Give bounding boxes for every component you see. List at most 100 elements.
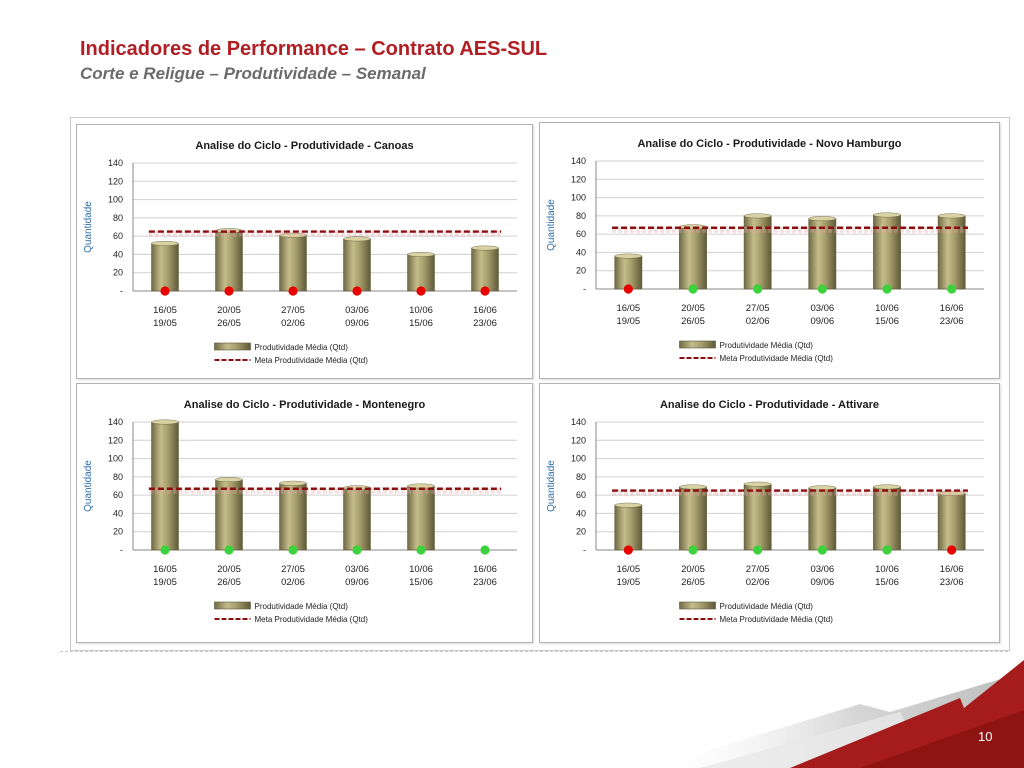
x-tick-label: 09/06: [345, 577, 369, 588]
y-tick-label: -: [583, 545, 586, 555]
x-tick-label: 03/06: [345, 305, 369, 316]
bar-cap: [873, 484, 901, 490]
y-tick-label: 40: [113, 249, 123, 259]
y-tick-label: -: [120, 286, 123, 296]
bar: [215, 230, 243, 292]
legend-label: Produtividade Média (Qtd): [720, 341, 814, 350]
status-dot-ok: [352, 545, 362, 555]
x-tick-label: 10/06: [875, 564, 899, 575]
chart-novo-hamburgo: Analise do Ciclo - Produtividade - Novo …: [539, 122, 1000, 379]
bar: [343, 238, 371, 292]
bar-cap: [151, 419, 179, 425]
legend-swatch-bar: [679, 340, 716, 349]
bar-cap: [873, 212, 901, 218]
bar-cap: [614, 502, 643, 508]
chart-title: Analise do Ciclo - Produtividade - Novo …: [637, 138, 901, 150]
x-tick-label: 16/06: [940, 303, 964, 314]
x-tick-label: 23/06: [940, 316, 964, 327]
status-dot-bad: [416, 286, 426, 296]
page-number: 10: [978, 729, 993, 744]
status-dot-ok: [160, 545, 170, 555]
x-tick-label: 02/06: [746, 316, 770, 327]
bar: [279, 482, 307, 551]
chart-svg: Analise do Ciclo - Produtividade - Attiv…: [546, 399, 984, 624]
x-tick-label: 23/06: [473, 577, 497, 588]
chart-title: Analise do Ciclo - Produtividade - Attiv…: [660, 399, 879, 411]
x-tick-label: 16/06: [940, 564, 964, 575]
x-tick-label: 09/06: [810, 577, 834, 588]
bar: [151, 421, 179, 551]
legend-swatch-bar: [679, 601, 716, 610]
y-tick-label: 120: [108, 176, 123, 186]
legend-swatch-bar: [214, 601, 251, 610]
y-tick-label: 120: [571, 435, 586, 445]
y-tick-label: -: [583, 284, 586, 294]
bar-cap: [215, 477, 243, 483]
y-tick-label: -: [120, 545, 123, 555]
x-tick-label: 03/06: [345, 564, 369, 575]
bar-cap: [937, 213, 966, 219]
x-tick-label: 02/06: [281, 577, 305, 588]
x-tick-label: 02/06: [281, 318, 305, 329]
x-tick-label: 09/06: [345, 318, 369, 329]
bar-cap: [471, 245, 499, 251]
x-tick-label: 15/06: [875, 316, 899, 327]
chart-svg: Analise do Ciclo - Produtividade - Canoa…: [83, 140, 517, 365]
legend-label: Produtividade Média (Qtd): [720, 602, 814, 611]
y-tick-label: 100: [108, 195, 123, 205]
y-tick-label: 60: [113, 231, 123, 241]
bar-cap: [808, 485, 837, 491]
chart-svg: Analise do Ciclo - Produtividade - Monte…: [83, 399, 517, 624]
x-tick-label: 16/05: [616, 564, 640, 575]
x-tick-label: 23/06: [473, 318, 497, 329]
bar: [614, 504, 643, 551]
x-tick-label: 26/05: [681, 316, 705, 327]
slide-subtitle: Corte e Religue – Produtividade – Semana…: [80, 64, 426, 83]
legend-label: Meta Produtividade Média (Qtd): [255, 615, 369, 624]
x-tick-label: 10/06: [409, 564, 433, 575]
bar: [679, 486, 707, 551]
x-tick-label: 20/05: [681, 303, 705, 314]
status-dot-ok: [688, 545, 698, 555]
status-dot-ok: [288, 545, 298, 555]
y-tick-label: 140: [571, 156, 586, 166]
x-tick-label: 20/05: [681, 564, 705, 575]
bar-cap: [279, 480, 307, 486]
status-dot-ok: [688, 284, 698, 294]
bar-cap: [279, 232, 307, 238]
x-tick-label: 19/05: [616, 577, 640, 588]
y-tick-label: 120: [108, 435, 123, 445]
bar-cap: [808, 216, 837, 222]
bar: [151, 243, 179, 292]
bar: [808, 487, 837, 551]
chart-svg: Analise do Ciclo - Produtividade - Novo …: [546, 138, 984, 363]
x-tick-label: 20/05: [217, 564, 241, 575]
y-axis-label: Quantidade: [546, 460, 557, 512]
x-tick-label: 27/05: [281, 564, 305, 575]
status-dot-bad: [352, 286, 362, 296]
bar-cap: [679, 484, 707, 490]
y-tick-label: 20: [113, 268, 123, 278]
chart-title: Analise do Ciclo - Produtividade - Canoa…: [195, 140, 413, 152]
status-dot-bad: [288, 286, 298, 296]
bar-cap: [343, 236, 371, 242]
status-dot-ok: [224, 545, 234, 555]
status-dot-bad: [623, 545, 633, 555]
y-tick-label: 80: [576, 211, 586, 221]
x-tick-label: 16/06: [473, 564, 497, 575]
y-tick-label: 100: [571, 193, 586, 203]
y-axis-label: Quantidade: [83, 460, 94, 512]
status-dot-ok: [882, 545, 892, 555]
legend-label: Produtividade Média (Qtd): [255, 343, 349, 352]
status-dot-ok: [753, 284, 763, 294]
x-tick-label: 27/05: [281, 305, 305, 316]
status-dot-ok: [753, 545, 763, 555]
legend-label: Meta Produtividade Média (Qtd): [255, 356, 369, 365]
legend-label: Meta Produtividade Média (Qtd): [720, 354, 834, 363]
y-tick-label: 140: [571, 417, 586, 427]
y-tick-label: 20: [576, 527, 586, 537]
status-dot-bad: [480, 286, 490, 296]
bar-cap: [407, 252, 435, 257]
y-tick-label: 140: [108, 158, 123, 168]
x-tick-label: 26/05: [681, 577, 705, 588]
